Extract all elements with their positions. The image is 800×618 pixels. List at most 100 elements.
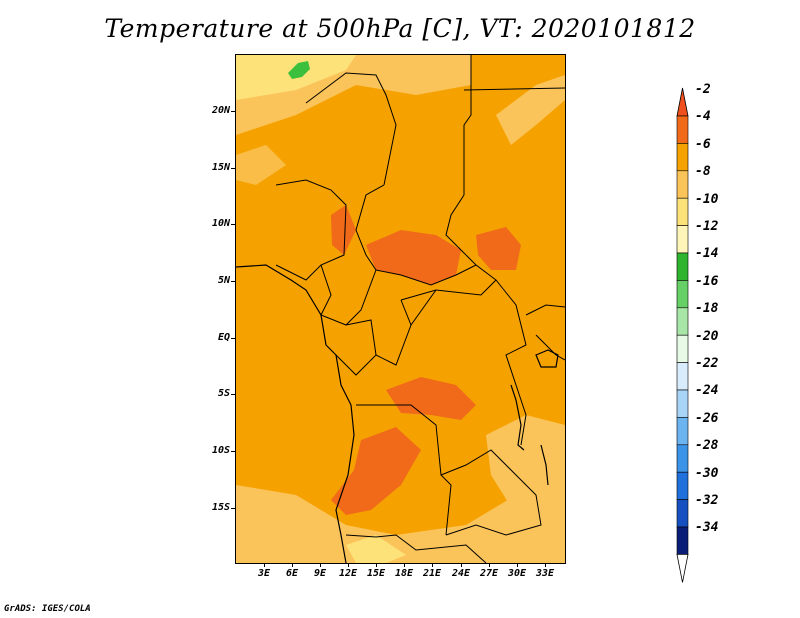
lon-label-9e: 9E (313, 568, 327, 579)
lon-tick (404, 563, 405, 567)
lat-label-15s: 15S (211, 502, 230, 513)
colorbar-segment (676, 307, 689, 336)
lon-tick (545, 563, 546, 567)
colorbar-label: -4 (695, 109, 711, 125)
cool-region-south (236, 485, 565, 563)
border-lake-region (525, 304, 565, 316)
border-east-africa (495, 279, 527, 446)
lake-tanganyika (510, 384, 525, 451)
map-title: Temperature at 500hPa [C], VT: 202010181… (104, 14, 696, 43)
lon-tick (264, 563, 265, 567)
colorbar-segment (676, 225, 689, 254)
colorbar-top-arrow (676, 87, 689, 117)
colorbar-bottom-arrow (676, 553, 689, 583)
warm-patch-central-north (366, 230, 461, 285)
colorbar-segment (676, 170, 689, 199)
lat-tick (231, 168, 235, 169)
lon-label-21e: 21E (422, 568, 442, 579)
colorbar-label: -14 (695, 246, 719, 262)
cool-streak-west (236, 145, 286, 185)
lon-tick (292, 563, 293, 567)
colorbar-segment (676, 334, 689, 363)
lat-label-20n: 20N (211, 105, 230, 116)
cool-region-southeast (486, 415, 565, 515)
coolest-region-south (346, 535, 406, 563)
border-chad-sudan (445, 194, 477, 266)
lat-tick (231, 281, 235, 282)
green-patch (288, 61, 310, 79)
lon-label-33e: 33E (535, 568, 555, 579)
lon-tick (517, 563, 518, 567)
colorbar-segment (676, 526, 689, 555)
colorbar-label: -2 (695, 82, 711, 97)
border-cameroon (320, 264, 377, 326)
lon-tick (489, 563, 490, 567)
colorbar-segment (676, 143, 689, 172)
border-egypt-sudan (463, 87, 565, 91)
colorbar-label: -26 (695, 410, 719, 426)
coastline-west (236, 264, 355, 563)
colorbar-segment (676, 252, 689, 281)
border-car (375, 264, 497, 301)
lon-label-12e: 12E (338, 568, 358, 579)
lon-tick (348, 563, 349, 567)
lake-victoria (535, 349, 559, 368)
temperature-map (235, 54, 566, 564)
lon-tick (376, 563, 377, 567)
lon-label-27e: 27E (479, 568, 499, 579)
border-algeria-libya (305, 72, 397, 186)
colorbar-label: -22 (695, 356, 719, 371)
border-angola (356, 404, 452, 536)
colorbar-label: -34 (695, 520, 719, 536)
colorbar-label: -32 (695, 493, 719, 508)
cool-streak-northeast (496, 75, 565, 145)
colorbar-label: -10 (695, 191, 719, 207)
colorbar-label: -12 (695, 219, 719, 234)
lon-label-30e: 30E (507, 568, 527, 579)
lon-tick (320, 563, 321, 567)
colorbar-segment (676, 471, 689, 500)
lon-label-18e: 18E (394, 568, 414, 579)
lon-tick (432, 563, 433, 567)
lat-tick (231, 394, 235, 395)
colorbar-segment (676, 499, 689, 528)
border-kenya (535, 334, 565, 361)
colorbar-segment (676, 280, 689, 309)
colorbar-segment (676, 115, 689, 144)
warm-patch-west-north (331, 205, 356, 255)
border-congo (335, 319, 377, 376)
colorbar-label: -18 (695, 301, 719, 317)
colorbar-segment (676, 197, 689, 226)
colorbar-label: -24 (695, 383, 719, 399)
lon-label-6e: 6E (285, 568, 299, 579)
colorbar-segment (676, 417, 689, 446)
colorbar-segment (676, 444, 689, 473)
colorbar-label: -30 (695, 465, 719, 481)
colorbar-segment (676, 389, 689, 418)
lon-label-24e: 24E (451, 568, 471, 579)
colorbar-label: -28 (695, 438, 719, 454)
lat-label-10s: 10S (211, 445, 230, 456)
lake-malawi (540, 444, 549, 486)
border-nigeria (275, 179, 347, 281)
lat-label-eq: EQ (217, 332, 230, 343)
warm-patch-central (386, 377, 476, 420)
footer-credit: GrADS: IGES/COLA (4, 604, 91, 614)
lat-label-5s: 5S (217, 388, 230, 399)
lon-tick (461, 563, 462, 567)
lon-label-15e: 15E (366, 568, 386, 579)
border-libya-egypt (463, 55, 472, 195)
lat-label-10n: 10N (211, 218, 230, 229)
lat-tick (231, 338, 235, 339)
colorbar-segment (676, 362, 689, 391)
colorbar-label: -20 (695, 328, 719, 344)
lat-label-5n: 5N (217, 275, 230, 286)
border-niger-chad (355, 184, 385, 271)
lon-label-3e: 3E (257, 568, 271, 579)
lat-tick (231, 508, 235, 509)
colorbar-label: -6 (695, 136, 711, 152)
warm-patch-southwest (331, 427, 421, 515)
border-drc-west (375, 324, 412, 366)
lat-label-15n: 15N (211, 162, 230, 173)
warm-patch-east-north (476, 227, 521, 270)
